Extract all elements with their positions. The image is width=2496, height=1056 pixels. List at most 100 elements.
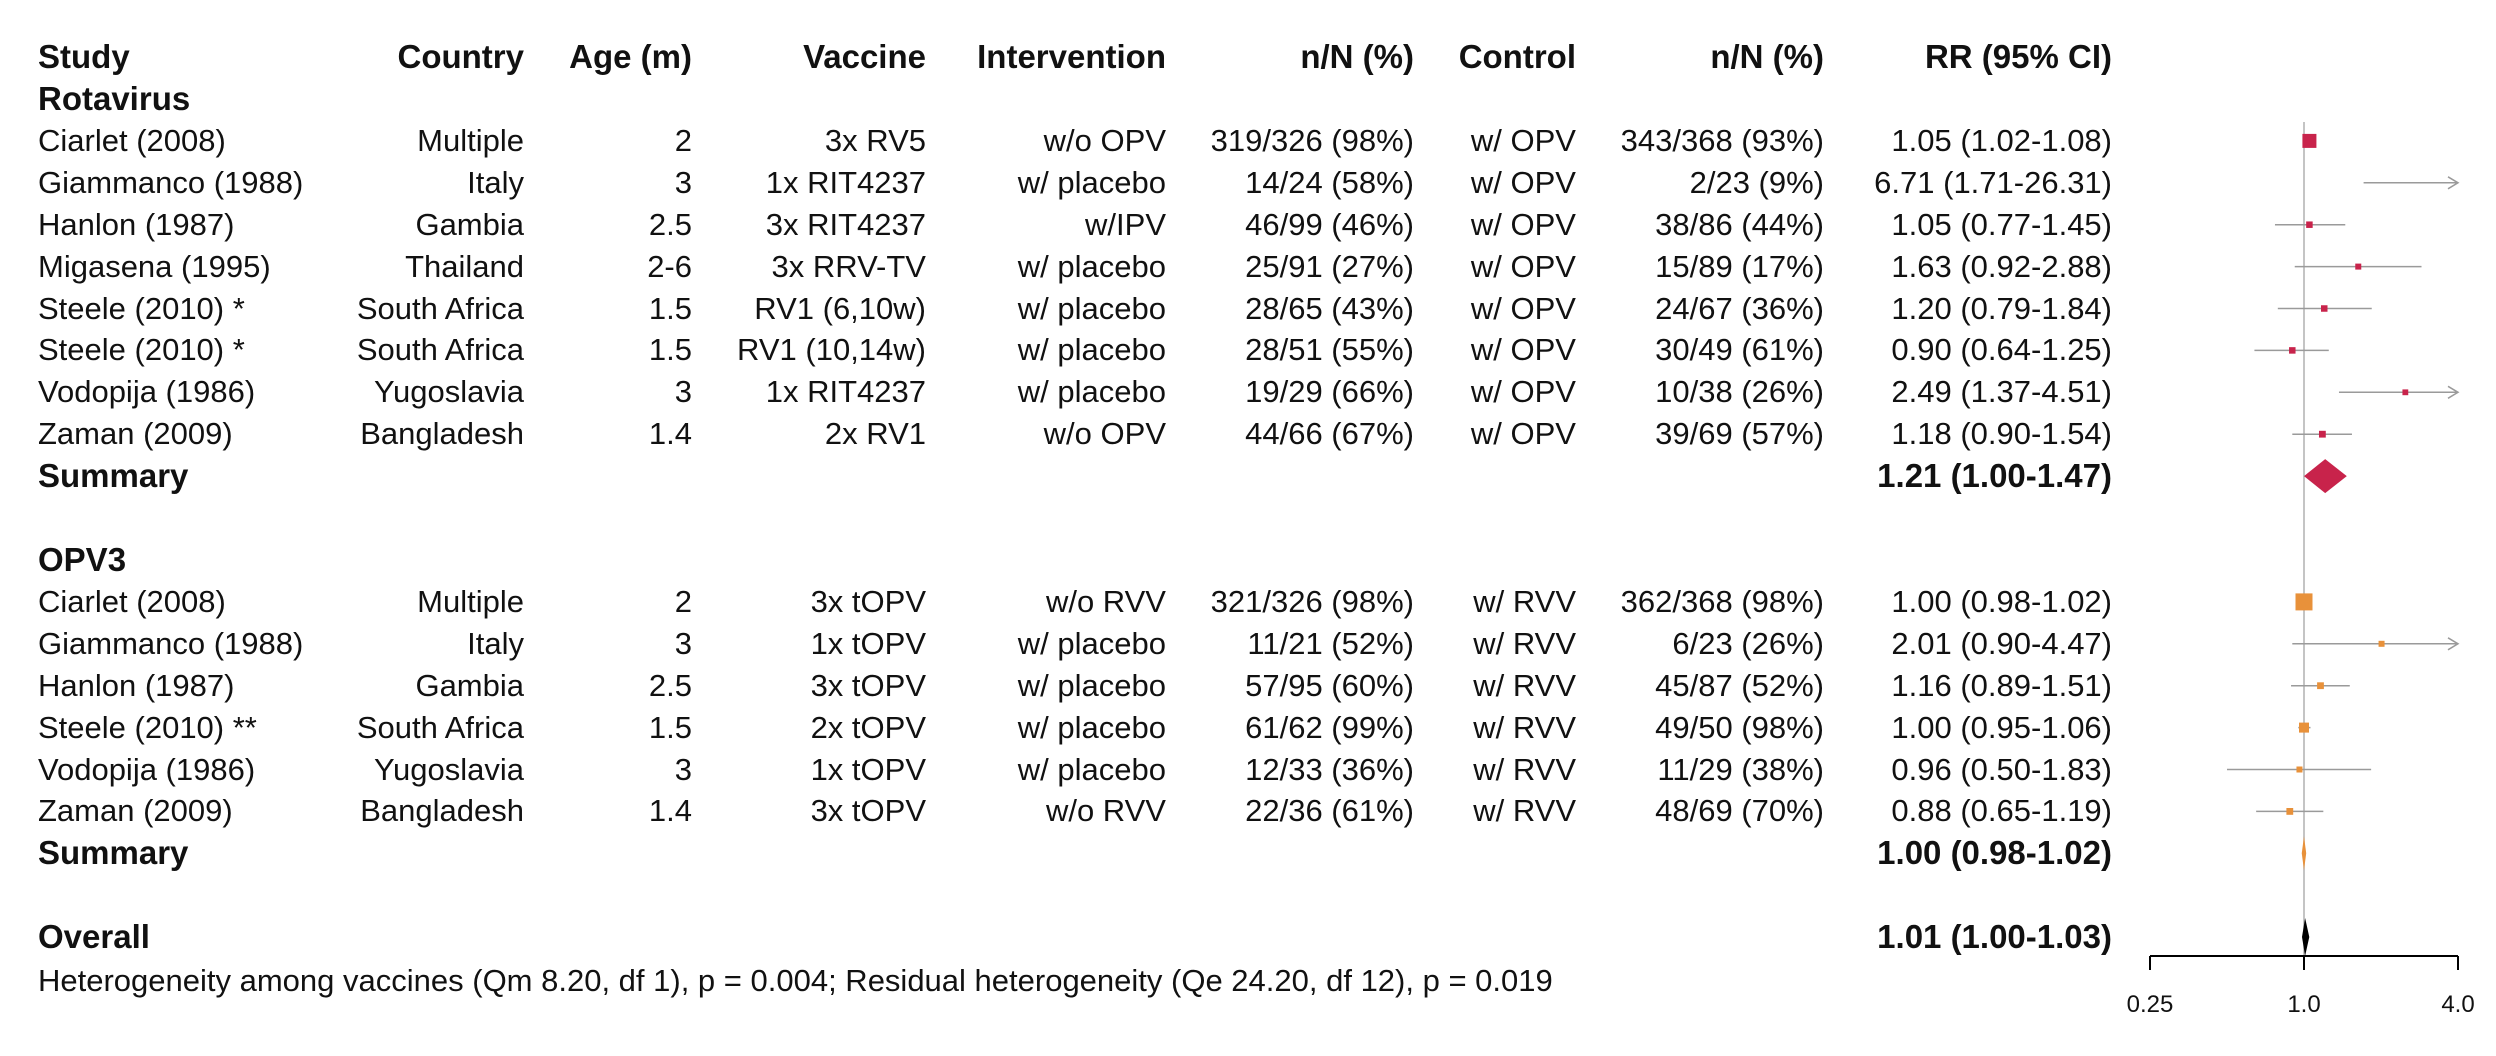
x-tick-label: 4.0 — [2441, 991, 2474, 1018]
cell-age: 2 — [674, 583, 692, 619]
cell-n2: 10/38 (26%) — [1655, 374, 1824, 410]
cell-control: w/ RVV — [1473, 751, 1576, 787]
cell-study: Ciarlet (2008) — [38, 583, 226, 619]
summary-label: Summary — [38, 457, 189, 495]
cell-country: Bangladesh — [360, 416, 524, 452]
ci-arrow — [2447, 176, 2460, 190]
point-estimate — [2286, 808, 2294, 815]
cell-rr: 1.05 (0.77-1.45) — [1891, 206, 2112, 242]
cell-vaccine: 2x tOPV — [810, 709, 926, 745]
summary-rr: 1.00 (0.98-1.02) — [1877, 834, 2112, 872]
cell-control: w/ OPV — [1470, 206, 1576, 242]
point-estimate — [2296, 766, 2303, 773]
cell-control: w/ RVV — [1473, 793, 1576, 829]
cell-study: Hanlon (1987) — [38, 206, 235, 242]
cell-vaccine: 3x tOPV — [810, 793, 926, 829]
cell-n2: 39/69 (57%) — [1655, 416, 1824, 452]
cell-vaccine: 3x RV5 — [824, 122, 926, 158]
cell-study: Giammanco (1988) — [38, 625, 304, 661]
cell-intervention: w/ placebo — [1017, 625, 1166, 661]
header-study: Study — [38, 38, 130, 75]
overall-diamond — [2302, 918, 2310, 956]
cell-country: Multiple — [417, 122, 524, 158]
cell-country: Thailand — [405, 248, 524, 284]
header-vaccine: Vaccine — [803, 38, 926, 75]
point-estimate — [2321, 305, 2328, 312]
cell-country: South Africa — [356, 709, 524, 745]
cell-country: Yugoslavia — [374, 374, 524, 410]
cell-age: 2.5 — [648, 667, 692, 703]
cell-control: w/ RVV — [1473, 709, 1576, 745]
cell-country: Italy — [467, 164, 524, 200]
point-estimate — [2299, 722, 2309, 733]
header-intervention-n: n/N (%) — [1300, 38, 1414, 75]
cell-vaccine: 3x tOPV — [810, 667, 926, 703]
cell-rr: 0.88 (0.65-1.19) — [1891, 793, 2112, 829]
cell-study: Migasena (1995) — [38, 248, 271, 284]
cell-n1: 25/91 (27%) — [1245, 248, 1414, 284]
cell-intervention: w/ placebo — [1017, 667, 1166, 703]
cell-age: 1.5 — [648, 332, 692, 368]
cell-vaccine: 1x RIT4237 — [765, 374, 926, 410]
cell-n1: 57/95 (60%) — [1245, 667, 1414, 703]
summary-diamond — [2304, 459, 2347, 494]
cell-vaccine: RV1 (10,14w) — [737, 332, 926, 368]
cell-rr: 1.16 (0.89-1.51) — [1891, 667, 2112, 703]
cell-study: Steele (2010) * — [38, 290, 245, 326]
cell-vaccine: 1x tOPV — [810, 625, 926, 661]
cell-country: Gambia — [415, 206, 524, 242]
cell-intervention: w/ placebo — [1017, 248, 1166, 284]
cell-n2: 6/23 (26%) — [1672, 625, 1824, 661]
cell-n2: 343/368 (93%) — [1620, 122, 1824, 158]
cell-study: Zaman (2009) — [38, 416, 233, 452]
cell-vaccine: 1x RIT4237 — [765, 164, 926, 200]
cell-vaccine: 2x RV1 — [824, 416, 926, 452]
cell-rr: 1.63 (0.92-2.88) — [1891, 248, 2112, 284]
cell-control: w/ RVV — [1473, 667, 1576, 703]
group-label: Rotavirus — [38, 80, 191, 117]
cell-country: Gambia — [415, 667, 524, 703]
cell-rr: 1.05 (1.02-1.08) — [1891, 122, 2112, 158]
cell-n1: 22/36 (61%) — [1245, 793, 1414, 829]
cell-n2: 38/86 (44%) — [1655, 206, 1824, 242]
cell-n2: 15/89 (17%) — [1655, 248, 1824, 284]
header-control-n: n/N (%) — [1710, 38, 1824, 75]
cell-n1: 28/51 (55%) — [1245, 332, 1414, 368]
summary-rr: 1.21 (1.00-1.47) — [1877, 457, 2112, 495]
cell-control: w/ RVV — [1473, 583, 1576, 619]
cell-rr: 2.49 (1.37-4.51) — [1891, 374, 2112, 410]
summary-diamond — [2301, 836, 2307, 871]
cell-age: 2 — [674, 122, 692, 158]
cell-n1: 28/65 (43%) — [1245, 290, 1414, 326]
cell-n1: 11/21 (52%) — [1247, 625, 1414, 661]
cell-intervention: w/o RVV — [1045, 583, 1166, 619]
ci-arrow — [2447, 637, 2460, 651]
cell-age: 2-6 — [647, 248, 692, 284]
cell-vaccine: 3x tOPV — [810, 583, 926, 619]
cell-age: 1.4 — [648, 416, 692, 452]
cell-control: w/ OPV — [1470, 248, 1576, 284]
cell-country: Yugoslavia — [374, 751, 524, 787]
point-estimate — [2295, 593, 2313, 611]
cell-n2: 49/50 (98%) — [1655, 709, 1824, 745]
cell-n1: 321/326 (98%) — [1210, 583, 1414, 619]
cell-intervention: w/o RVV — [1045, 793, 1166, 829]
cell-intervention: w/o OPV — [1043, 416, 1166, 452]
point-estimate — [2378, 640, 2385, 647]
cell-n2: 24/67 (36%) — [1655, 290, 1824, 326]
cell-age: 2.5 — [648, 206, 692, 242]
point-estimate — [2402, 389, 2409, 396]
cell-control: w/ OPV — [1470, 332, 1576, 368]
cell-control: w/ OPV — [1470, 290, 1576, 326]
group-label: OPV3 — [38, 541, 127, 578]
cell-vaccine: 1x tOPV — [810, 751, 926, 787]
header-rr: RR (95% CI) — [1924, 38, 2112, 75]
point-estimate — [2302, 133, 2317, 148]
cell-age: 1.5 — [648, 290, 692, 326]
cell-age: 1.5 — [648, 709, 692, 745]
x-tick-label: 1.0 — [2287, 991, 2320, 1018]
cell-study: Ciarlet (2008) — [38, 122, 226, 158]
header-age: Age (m) — [569, 38, 692, 75]
cell-rr: 1.20 (0.79-1.84) — [1891, 290, 2112, 326]
point-estimate — [2355, 263, 2362, 270]
